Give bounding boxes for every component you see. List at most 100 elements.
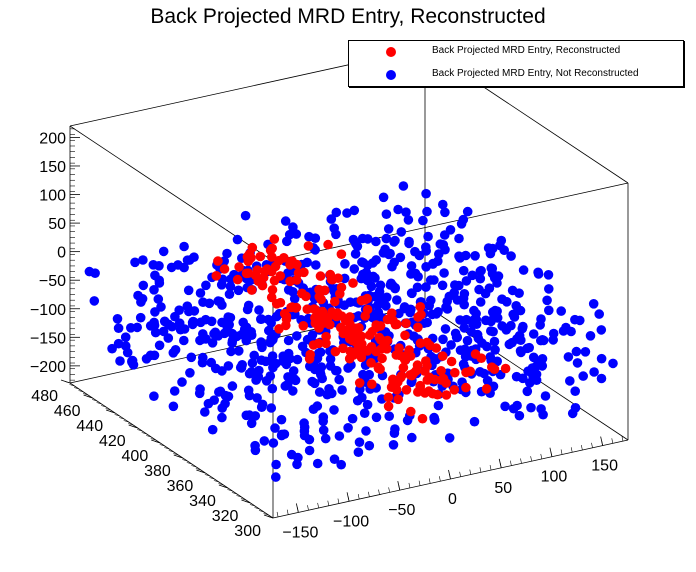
data-point [449, 385, 460, 395]
legend-entry-reconstructed: Back Projected MRD Entry, Reconstructed [349, 41, 683, 63]
legend-entry-not-reconstructed: Back Projected MRD Entry, Not Reconstruc… [349, 64, 683, 86]
x-minor-tick [499, 462, 502, 468]
x-minor-tick [286, 509, 289, 515]
y-minor-tick [236, 495, 242, 498]
data-point [285, 353, 295, 364]
data-point [216, 280, 227, 290]
y-minor-tick [186, 462, 192, 465]
data-point [475, 297, 486, 307]
data-point [396, 227, 407, 237]
data-point [303, 241, 314, 251]
data-point [588, 299, 599, 309]
data-point [222, 248, 232, 259]
data-point [241, 268, 252, 279]
data-point [217, 366, 227, 376]
data-point [271, 358, 281, 369]
data-point [556, 306, 566, 316]
data-point [489, 336, 500, 347]
data-point [439, 230, 450, 240]
z-tick-label: 200 [39, 130, 66, 147]
z-tick-label: 50 [48, 216, 66, 233]
y-tick-label: 440 [76, 418, 103, 435]
data-point [200, 407, 210, 417]
x-minor-tick [449, 473, 451, 480]
x-tick-label: 50 [494, 480, 512, 497]
x-minor-tick [520, 458, 522, 464]
data-point [358, 269, 368, 280]
data-point [407, 288, 417, 299]
data-point [292, 354, 303, 365]
data-point [500, 401, 510, 412]
data-point [321, 331, 331, 342]
data-point [470, 251, 480, 261]
data-point [297, 288, 307, 299]
data-point [377, 294, 387, 305]
x-minor-tick [327, 500, 330, 506]
data-point [417, 413, 428, 424]
data-point [244, 390, 255, 401]
data-point [112, 314, 123, 324]
data-point [373, 362, 384, 372]
y-minor-tick [240, 498, 247, 501]
data-point [234, 346, 244, 356]
data-point [362, 399, 373, 410]
data-point [154, 340, 165, 351]
z-tick-label: −50 [39, 273, 66, 290]
x-minor-tick [378, 489, 380, 495]
data-point [506, 251, 516, 261]
data-point [234, 262, 244, 272]
y-minor-tick [254, 507, 260, 510]
data-point [220, 398, 230, 409]
data-point [304, 434, 315, 445]
data-point [462, 206, 473, 217]
data-point [281, 320, 291, 331]
data-point [537, 354, 548, 364]
data-point [243, 251, 254, 261]
y-minor-tick [150, 438, 156, 441]
z-tick-label: 0 [57, 245, 66, 262]
data-point [174, 305, 184, 316]
data-point [471, 308, 481, 319]
data-point [563, 352, 574, 362]
data-point [292, 259, 302, 270]
data-point [168, 401, 179, 412]
data-point [400, 330, 410, 341]
data-point [570, 403, 581, 413]
data-point [371, 412, 382, 423]
data-point [475, 266, 486, 277]
data-point [150, 270, 160, 281]
data-point [421, 242, 431, 252]
data-point [163, 333, 174, 343]
x-minor-tick [297, 507, 299, 513]
data-point [596, 353, 607, 364]
series-0 [211, 234, 511, 424]
x-minor-tick [459, 471, 461, 477]
x-minor-tick [611, 438, 614, 444]
x-minor-tick [439, 476, 441, 482]
x-minor-tick [550, 451, 553, 457]
data-point [187, 319, 198, 330]
data-point [479, 368, 489, 379]
data-point [285, 276, 295, 287]
data-point [318, 311, 329, 321]
data-point [302, 304, 313, 315]
data-point [179, 335, 189, 346]
y-minor-tick [218, 483, 224, 486]
data-point [271, 472, 281, 482]
data-point [288, 287, 298, 297]
data-point [381, 209, 392, 219]
data-point [542, 295, 552, 306]
data-point [450, 328, 461, 339]
y-minor-tick [209, 477, 215, 480]
data-point [475, 273, 486, 284]
data-point [398, 362, 409, 373]
data-point [366, 281, 377, 292]
data-point [371, 236, 381, 247]
data-point [326, 214, 337, 224]
data-point [367, 326, 378, 337]
data-point [378, 248, 389, 258]
data-point [283, 335, 294, 346]
x-minor-tick [621, 436, 624, 442]
y-minor-tick [110, 411, 116, 414]
data-point [227, 335, 238, 346]
